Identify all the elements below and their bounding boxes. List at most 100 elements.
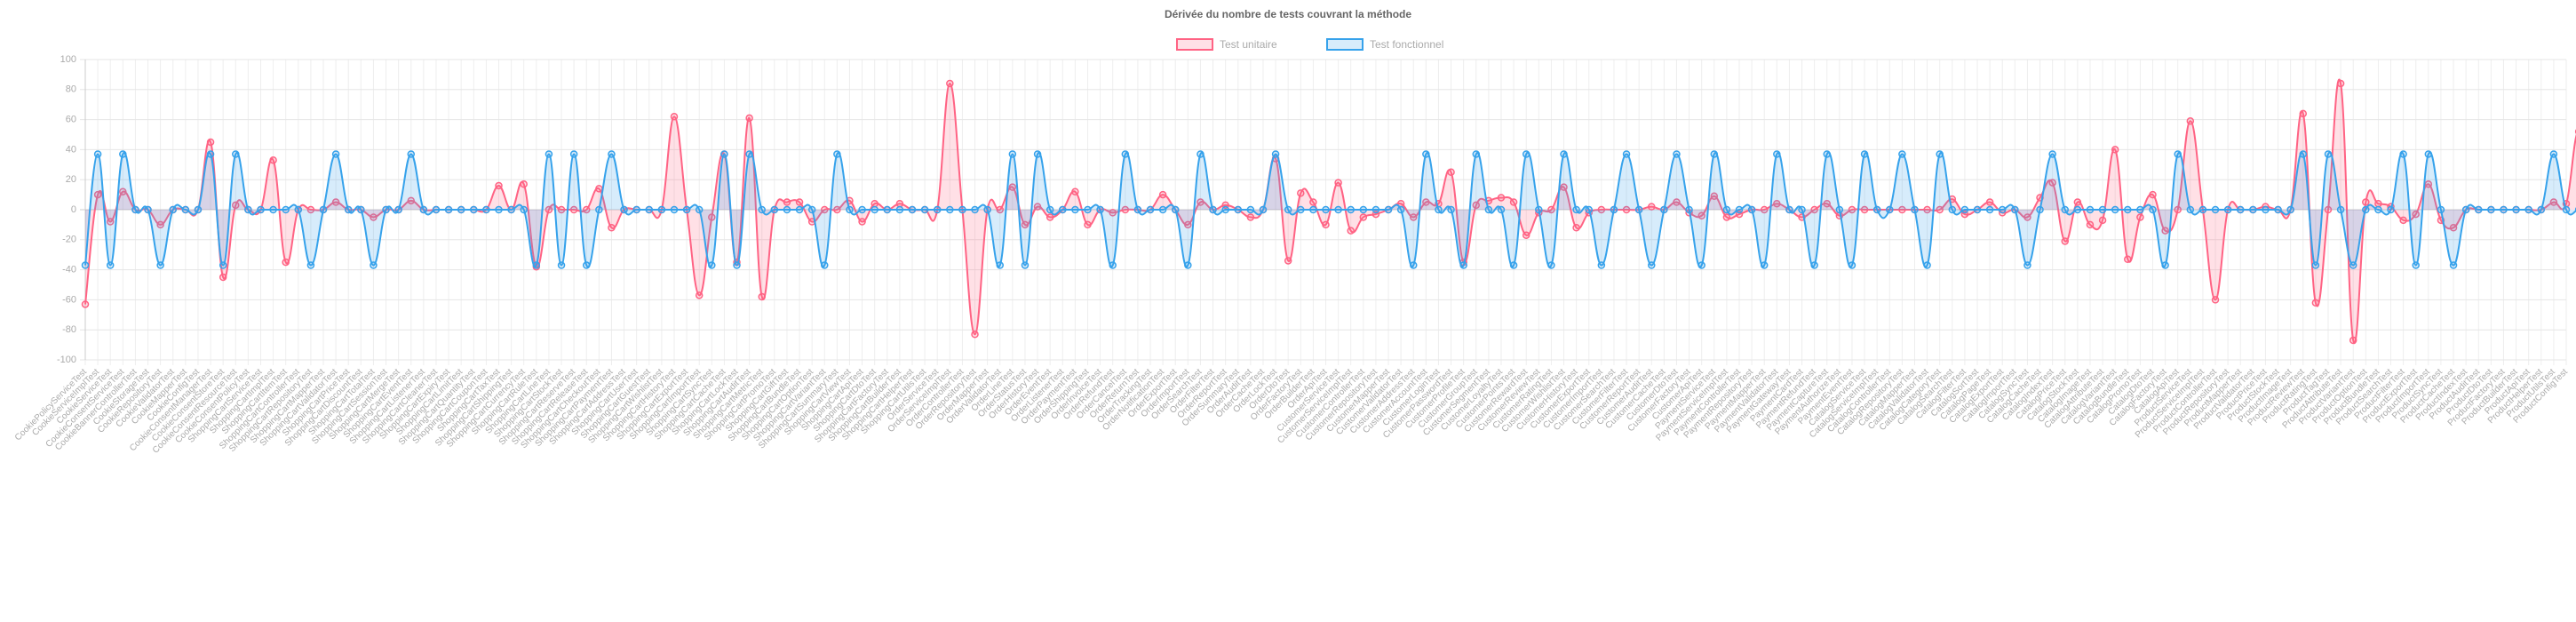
data-point [1773,199,1781,208]
data-point [1209,205,1217,214]
data-point [1823,199,1831,208]
data-point [695,291,704,299]
data-point [1648,261,1656,269]
data-point [370,261,378,269]
y-tick-label: -40 [62,265,76,275]
data-point [670,112,679,121]
data-point [1184,220,1192,229]
data-point [2223,205,2232,214]
data-point [1911,205,1919,214]
data-point [1359,213,1368,221]
data-point [2286,205,2294,214]
data-point [1484,205,1493,214]
data-point [708,261,716,269]
data-point [2136,213,2144,221]
data-point [821,205,829,214]
data-point [1722,213,1731,221]
data-point [1760,261,1769,269]
data-point [582,205,591,214]
data-point [1259,205,1268,214]
data-point [1322,220,1330,229]
data-point [357,205,365,214]
data-point [745,114,753,123]
data-point [670,205,679,214]
data-point [2387,205,2395,214]
data-point [1059,205,1067,214]
data-point [770,205,779,214]
data-point [1497,205,1506,214]
data-point [269,205,277,214]
data-point [1084,205,1092,214]
y-tick-label: 20 [66,174,76,185]
data-point [920,205,929,214]
data-point [1685,205,1693,214]
data-point [795,205,804,214]
data-point [1673,150,1681,158]
data-point [733,261,741,269]
data-point [81,261,90,269]
data-point [1447,168,1455,176]
data-point [1948,205,1957,214]
data-point [1660,205,1668,214]
data-point [545,150,553,158]
data-point [895,199,904,208]
data-point [1835,205,1844,214]
data-point [720,150,728,158]
data-point [2324,150,2333,158]
data-point [1309,198,1317,206]
data-point [331,198,340,206]
data-point [1622,205,1631,214]
legend-item: Test unitaire [1176,38,1277,51]
data-point [1033,203,1042,211]
data-point [582,261,591,269]
y-tick-label: 100 [60,54,76,65]
data-point [2211,205,2220,214]
data-point [444,205,453,214]
y-tick-label: -100 [57,355,76,365]
data-point [2198,205,2207,214]
data-point [2211,296,2220,304]
data-point [119,187,127,195]
data-point [2537,205,2546,214]
data-point [2412,210,2420,219]
data-point [1409,261,1418,269]
data-point [1572,205,1580,214]
data-point [1560,150,1568,158]
data-point [833,150,841,158]
data-point [1860,205,1869,214]
data-point [2061,237,2070,245]
legend-label: Test fonctionnel [1370,38,1443,51]
data-point [1171,205,1180,214]
data-point [895,205,904,214]
data-point [81,300,90,308]
data-point [608,224,616,232]
data-point [1697,261,1705,269]
data-point [1998,205,2007,214]
data-point [807,205,816,214]
data-point [419,205,428,214]
data-point [2174,205,2182,214]
data-point [2073,198,2082,206]
data-point [219,273,227,282]
data-point [1497,194,1506,202]
data-point [1046,205,1054,214]
data-point [282,205,290,214]
data-point [946,79,954,88]
data-point [232,201,240,210]
data-point [244,205,252,214]
data-point [1322,205,1330,214]
data-point [996,261,1004,269]
data-point [1622,150,1631,158]
data-point [2349,336,2357,345]
data-point [306,205,315,214]
data-point [1284,205,1292,214]
data-point [2023,261,2031,269]
y-tick-label: -60 [62,294,76,305]
data-point [632,205,640,214]
data-point [2549,150,2558,158]
data-point [1071,205,1079,214]
data-point [1722,205,1731,214]
data-point [1898,150,1906,158]
data-point [1384,205,1393,214]
